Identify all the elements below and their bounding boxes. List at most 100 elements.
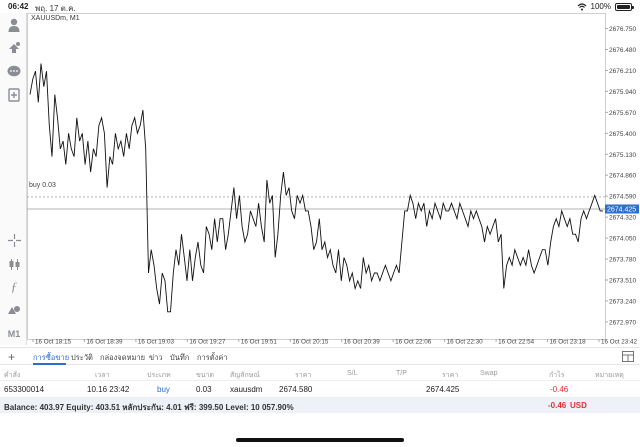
symbol-label: XAUUSDm, M1 — [31, 15, 80, 22]
home-indicator[interactable] — [236, 438, 404, 442]
tab-settings[interactable]: การตั้งค่า — [197, 353, 228, 362]
time-tick-label: 16 Oct 23:18 — [550, 339, 587, 346]
chart-type-button[interactable] — [5, 256, 23, 272]
time-tick-label: 16 Oct 19:03 — [138, 339, 175, 346]
candlestick-icon — [9, 258, 19, 270]
status-date: พฤ. 17 ต.ค. — [35, 4, 76, 13]
bid-price-label: 2674.425 — [607, 206, 636, 213]
col-size: ขนาด — [196, 372, 215, 379]
table-row[interactable]: 653300014 10.16 23:42 buy 0.03 xauusdm 2… — [0, 382, 640, 398]
price-tick-label: 2676.480 — [609, 47, 636, 54]
chat-icon — [7, 65, 21, 76]
row-type: buy — [157, 385, 170, 394]
status-bar: 06:42 พฤ. 17 ต.ค. 100% — [0, 0, 640, 13]
price-chart[interactable]: 2676.750 2676.480 2676.210 2675.940 2675.670… — [27, 13, 640, 345]
layout-icon[interactable] — [622, 351, 634, 362]
crosshair-icon — [7, 233, 21, 247]
row-profit: -0.46 — [550, 385, 569, 394]
plot-frame — [27, 13, 606, 340]
crosshair-button[interactable] — [5, 232, 23, 248]
row-time: 10.16 23:42 — [87, 385, 130, 394]
price-tick-label: 2675.670 — [609, 110, 636, 117]
time-tick-label: 16 Oct 19:27 — [189, 339, 226, 346]
time-tick-label: 16 Oct 19:51 — [241, 339, 278, 346]
price-line — [29, 63, 603, 313]
wifi-icon — [577, 2, 586, 10]
function-icon: ƒ — [10, 279, 18, 294]
objects-button[interactable] — [5, 302, 23, 318]
battery-percent: 100% — [590, 2, 611, 11]
tab-mailbox[interactable]: กล่องจดหมาย — [100, 353, 146, 362]
col-time: เวลา — [95, 372, 110, 379]
time-tick-label: 16 Oct 22:54 — [498, 339, 535, 346]
add-icon[interactable]: + — [8, 350, 16, 364]
col-current-price: ราคา — [442, 372, 459, 379]
status-time: 06:42 — [8, 2, 29, 11]
tab-journal[interactable]: บันทึก — [170, 353, 190, 362]
bid-price-badge — [605, 204, 639, 214]
price-tick-label: 2676.210 — [609, 68, 636, 75]
time-tick-label: 16 Oct 20:39 — [344, 339, 381, 346]
price-tick-label: 2675.940 — [609, 89, 636, 96]
trade-button[interactable] — [5, 40, 23, 56]
time-axis: 16 Oct 18:15 16 Oct 18:39 16 Oct 19:03 16 O… — [32, 339, 638, 346]
tab-trade[interactable]: การซื้อขาย — [33, 353, 70, 362]
tab-news[interactable]: ข่าว — [149, 353, 163, 362]
time-tick-label: 16 Oct 20:15 — [292, 339, 329, 346]
status-indicators: 100% — [577, 2, 634, 11]
active-tab-indicator — [33, 363, 66, 365]
time-tick-label: 16 Oct 18:39 — [86, 339, 123, 346]
row-size: 0.03 — [196, 385, 212, 394]
new-order-button[interactable] — [5, 87, 23, 103]
price-tick-label: 2674.590 — [609, 194, 636, 201]
time-tick-label: 16 Oct 22:30 — [447, 339, 484, 346]
chart-toolbar: ƒ M1 — [0, 13, 27, 345]
account-currency: USD — [570, 401, 587, 410]
time-tick-label: 16 Oct 22:06 — [395, 339, 432, 346]
time-tick-label: 16 Oct 23:42 — [601, 339, 638, 346]
tab-history[interactable]: ประวัติ — [71, 353, 93, 362]
col-price: ราคา — [295, 372, 312, 379]
positions-table-header: คำสั่ง เวลา ประเภท ขนาด สัญลักษณ์ ราคา S… — [0, 367, 640, 381]
col-profit: กำไร — [549, 372, 565, 379]
row-order: 653300014 — [4, 385, 45, 394]
price-tick-label: 2674.050 — [609, 236, 636, 243]
timeframe-label: M1 — [7, 329, 21, 339]
price-chart-svg: 2676.750 2676.480 2676.210 2675.940 2675.670… — [27, 13, 639, 346]
col-note: หมายเหตุ — [595, 372, 624, 379]
col-symbol: สัญลักษณ์ — [230, 372, 260, 379]
price-tick-label: 2674.320 — [609, 215, 636, 222]
price-tick-label: 2673.780 — [609, 257, 636, 264]
timeframe-button[interactable]: M1 — [5, 326, 23, 342]
col-swap: Swap — [480, 370, 498, 377]
price-tick-label: 2673.240 — [609, 298, 636, 305]
price-tick-label: 2675.400 — [609, 131, 636, 138]
account-icon — [8, 18, 20, 32]
col-sl: S/L — [347, 370, 358, 377]
account-button[interactable] — [5, 17, 23, 33]
objects-icon — [8, 305, 20, 314]
row-price: 2674.580 — [279, 385, 313, 394]
row-current-price: 2674.425 — [426, 385, 460, 394]
price-tick-label: 2673.510 — [609, 278, 636, 285]
indicators-button[interactable]: ƒ — [5, 279, 23, 295]
trade-icon — [9, 42, 20, 53]
time-tick-label: 16 Oct 18:15 — [35, 339, 72, 346]
col-type: ประเภท — [147, 372, 171, 379]
price-tick-label: 2674.860 — [609, 173, 636, 180]
row-symbol: xauusdm — [230, 385, 263, 394]
add-document-icon — [8, 88, 20, 102]
battery-icon — [615, 2, 634, 11]
balance-summary: Balance: 403.97 Equity: 403.51 หลักประกั… — [4, 403, 294, 412]
balance-bar: Balance: 403.97 Equity: 403.51 หลักประกั… — [0, 398, 640, 413]
price-tick-label: 2675.130 — [609, 152, 636, 159]
price-axis: 2676.750 2676.480 2676.210 2675.940 2675.670… — [605, 26, 636, 326]
order-label: buy 0.03 — [29, 182, 56, 189]
col-order: คำสั่ง — [4, 372, 21, 379]
col-tp: T/P — [396, 370, 407, 377]
terminal-tabs: + การซื้อขาย ประวัติ กล่องจดหมาย ข่าว บั… — [0, 347, 640, 365]
price-tick-label: 2676.750 — [609, 26, 636, 33]
total-profit: -0.46 — [548, 401, 567, 410]
chat-button[interactable] — [5, 63, 23, 79]
price-tick-label: 2672.970 — [609, 319, 636, 326]
